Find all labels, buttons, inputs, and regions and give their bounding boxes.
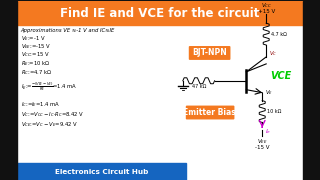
Text: 47 kΩ: 47 kΩ xyxy=(191,84,206,89)
Text: $I_E$:=$\frac{-(V_{EE}-V_E)}{R_E}$=1.4 mA: $I_E$:=$\frac{-(V_{EE}-V_E)}{R_E}$=1.4 m… xyxy=(21,80,77,93)
Text: $R_C$:=4.7 k$\Omega$: $R_C$:=4.7 k$\Omega$ xyxy=(21,68,52,77)
Text: 10 kΩ: 10 kΩ xyxy=(267,109,282,114)
Bar xyxy=(17,1,303,25)
Text: +15 V: +15 V xyxy=(258,9,275,14)
Text: $V_C$: $V_C$ xyxy=(269,50,277,59)
Text: 4.7 kΩ: 4.7 kΩ xyxy=(271,32,287,37)
Text: $I_e$: $I_e$ xyxy=(265,127,272,136)
Text: BJT-NPN: BJT-NPN xyxy=(192,48,227,57)
Text: $V_E$:=-1 V: $V_E$:=-1 V xyxy=(21,34,46,42)
FancyBboxPatch shape xyxy=(189,46,230,60)
Text: $V_{CE}$:=$V_C-V_E$=9.42 V: $V_{CE}$:=$V_C-V_E$=9.42 V xyxy=(21,120,78,129)
Text: $V_E$: $V_E$ xyxy=(265,88,273,97)
Text: $I_C$:=$I_E$=1.4 mA: $I_C$:=$I_E$=1.4 mA xyxy=(21,100,60,109)
Text: -15 V: -15 V xyxy=(255,145,269,150)
Bar xyxy=(17,163,186,180)
FancyBboxPatch shape xyxy=(186,106,235,120)
Text: $R_E$:=10 k$\Omega$: $R_E$:=10 k$\Omega$ xyxy=(21,59,51,68)
Text: $V_{EE}$:=-15 V: $V_{EE}$:=-15 V xyxy=(21,42,52,51)
Text: $V_{CC}$: $V_{CC}$ xyxy=(260,1,272,10)
Bar xyxy=(1,1,17,180)
Text: $V_{EE}$: $V_{EE}$ xyxy=(257,137,268,146)
Bar xyxy=(303,1,319,180)
Text: VCE: VCE xyxy=(270,71,292,81)
Text: $V_C$:=$V_{CC}-I_C{\cdot}R_C$=8.42 V: $V_C$:=$V_{CC}-I_C{\cdot}R_C$=8.42 V xyxy=(21,110,84,119)
Text: Electronics Circuit Hub: Electronics Circuit Hub xyxy=(55,168,148,175)
Text: Emitter Bias: Emitter Bias xyxy=(183,108,236,117)
Text: Find IE and VCE for the circuit: Find IE and VCE for the circuit xyxy=(60,7,260,20)
Text: Approximations VE ≈-1 V and IC≈IE: Approximations VE ≈-1 V and IC≈IE xyxy=(20,28,115,33)
Text: $V_{CC}$:=15 V: $V_{CC}$:=15 V xyxy=(21,51,50,59)
